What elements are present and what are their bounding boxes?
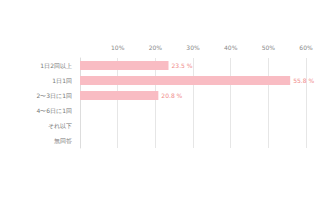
svg-text:50%: 50%: [262, 44, 276, 51]
svg-text:2〜3日に1回: 2〜3日に1回: [37, 92, 72, 99]
svg-text:20%: 20%: [149, 44, 163, 51]
svg-text:1日1回: 1日1回: [52, 77, 72, 84]
svg-text:40%: 40%: [224, 44, 238, 51]
svg-text:それ以下: それ以下: [48, 122, 72, 130]
svg-text:無回答: 無回答: [54, 137, 72, 144]
svg-text:23.5 %: 23.5 %: [172, 62, 193, 69]
svg-text:20.8 %: 20.8 %: [161, 92, 182, 99]
svg-text:30%: 30%: [186, 44, 200, 51]
svg-text:55.8 %: 55.8 %: [293, 77, 314, 84]
svg-text:1日2回以上: 1日2回以上: [40, 62, 72, 69]
svg-text:60%: 60%: [299, 44, 313, 51]
svg-text:10%: 10%: [111, 44, 125, 51]
svg-text:4〜6日に1回: 4〜6日に1回: [37, 107, 72, 114]
